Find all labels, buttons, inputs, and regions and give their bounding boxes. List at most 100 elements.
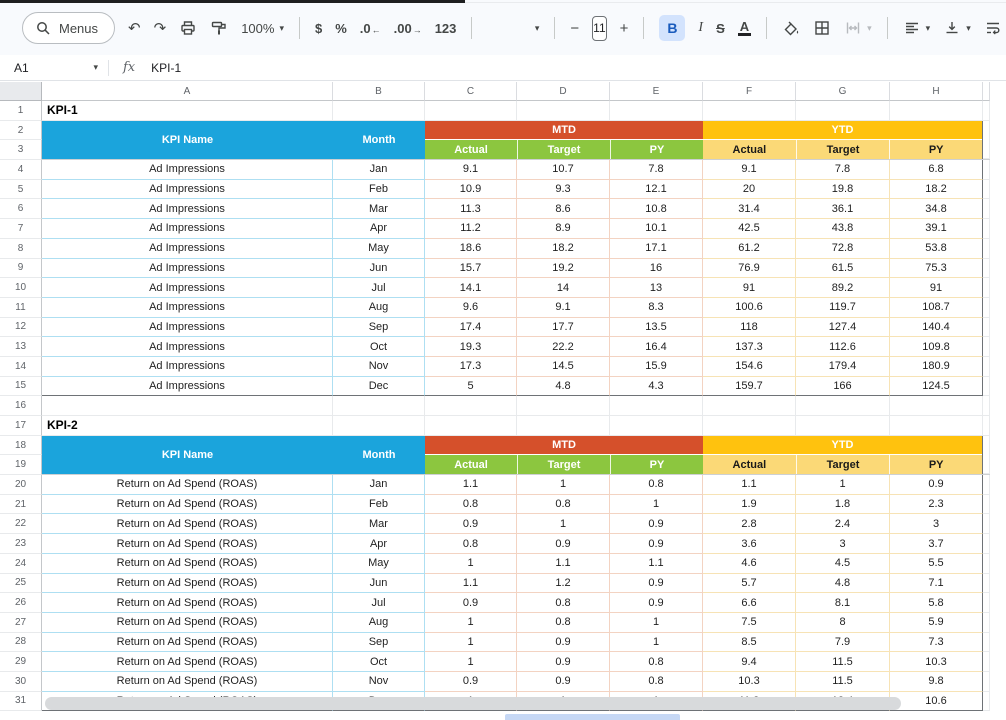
header-kpi-name-cell[interactable]: KPI Name bbox=[42, 435, 333, 475]
cell-mtd-py[interactable]: 8.3 bbox=[610, 297, 703, 318]
cell-ytd-py[interactable]: 180.9 bbox=[890, 356, 983, 377]
cell-ytd-actual[interactable]: 154.6 bbox=[703, 356, 796, 377]
cell-month[interactable]: Jul bbox=[333, 278, 425, 298]
cell-mtd-py[interactable]: 0.8 bbox=[610, 475, 703, 495]
cell-ytd-actual[interactable]: 3.6 bbox=[703, 534, 796, 554]
cell-ytd-target[interactable]: 19.8 bbox=[796, 179, 890, 200]
cell-empty[interactable] bbox=[610, 396, 703, 417]
cell-ytd-actual[interactable]: 2.8 bbox=[703, 514, 796, 535]
cell-ytd-py[interactable]: 75.3 bbox=[890, 258, 983, 279]
text-color-button[interactable]: A bbox=[737, 19, 752, 37]
column-header-C[interactable]: C bbox=[425, 82, 517, 101]
cell-mtd-py[interactable]: 0.9 bbox=[610, 573, 703, 594]
row-header-15[interactable]: 15 bbox=[0, 376, 42, 397]
cell-mtd-target[interactable]: 14 bbox=[517, 278, 610, 298]
cell-kpi-name[interactable]: Return on Ad Spend (ROAS) bbox=[42, 514, 333, 535]
cell-kpi-name[interactable]: Return on Ad Spend (ROAS) bbox=[42, 475, 333, 495]
cell-mtd-actual[interactable]: 14.1 bbox=[425, 278, 517, 298]
cell-mtd-target[interactable]: 9.3 bbox=[517, 179, 610, 200]
cell-ytd-actual[interactable]: 31.4 bbox=[703, 199, 796, 220]
column-header-B[interactable]: B bbox=[333, 82, 425, 101]
row-header-25[interactable]: 25 bbox=[0, 573, 42, 594]
cell-month[interactable]: Sep bbox=[333, 632, 425, 653]
formula-input[interactable]: KPI-1 bbox=[151, 60, 182, 75]
cell-ytd-target[interactable]: 89.2 bbox=[796, 278, 890, 298]
format-currency-button[interactable]: $ bbox=[314, 20, 323, 36]
row-header-6[interactable]: 6 bbox=[0, 199, 42, 220]
cell-ytd-py[interactable]: 3 bbox=[890, 514, 983, 535]
row-header-21[interactable]: 21 bbox=[0, 494, 42, 515]
cell-mtd-target[interactable]: 0.9 bbox=[517, 632, 610, 653]
paint-format-button[interactable] bbox=[210, 19, 228, 37]
cell-mtd-target[interactable]: 0.9 bbox=[517, 671, 610, 692]
row-header-5[interactable]: 5 bbox=[0, 179, 42, 200]
header-ytd-cell-sub-2[interactable]: PY bbox=[889, 455, 983, 475]
cell-ytd-target[interactable]: 179.4 bbox=[796, 356, 890, 377]
cell-empty[interactable] bbox=[610, 416, 703, 436]
cell-mtd-py[interactable]: 0.8 bbox=[610, 671, 703, 692]
cell-empty[interactable] bbox=[983, 238, 990, 259]
cell-kpi-name[interactable]: Return on Ad Spend (ROAS) bbox=[42, 494, 333, 515]
cell-ytd-actual[interactable]: 4.6 bbox=[703, 553, 796, 574]
header-mtd-cell-sub-0[interactable]: Actual bbox=[425, 140, 517, 160]
cell-kpi-name[interactable]: Ad Impressions bbox=[42, 238, 333, 259]
cell-empty[interactable] bbox=[42, 396, 333, 417]
cell-empty[interactable] bbox=[983, 514, 990, 535]
cell-empty[interactable] bbox=[983, 612, 990, 633]
cell-ytd-target[interactable]: 8 bbox=[796, 612, 890, 633]
cell-mtd-actual[interactable]: 1 bbox=[425, 652, 517, 672]
row-header-9[interactable]: 9 bbox=[0, 258, 42, 279]
strikethrough-button[interactable]: S bbox=[716, 20, 725, 36]
cell-mtd-target[interactable]: 19.2 bbox=[517, 258, 610, 279]
cell-month[interactable]: Feb bbox=[333, 494, 425, 515]
borders-button[interactable] bbox=[813, 19, 831, 37]
cell-kpi-name[interactable]: Ad Impressions bbox=[42, 337, 333, 357]
cell-empty[interactable] bbox=[890, 101, 983, 121]
cell-empty[interactable] bbox=[890, 396, 983, 417]
cell-month[interactable]: Jan bbox=[333, 475, 425, 495]
bold-button[interactable]: B bbox=[659, 15, 686, 41]
cell-empty[interactable] bbox=[983, 278, 990, 298]
row-header-12[interactable]: 12 bbox=[0, 317, 42, 338]
cell-mtd-py[interactable]: 0.9 bbox=[610, 514, 703, 535]
cell-mtd-py[interactable]: 4.3 bbox=[610, 376, 703, 397]
cell-ytd-actual[interactable]: 61.2 bbox=[703, 238, 796, 259]
column-header-E[interactable]: E bbox=[610, 82, 703, 101]
cell-ytd-actual[interactable]: 6.6 bbox=[703, 593, 796, 613]
cell-ytd-actual[interactable]: 9.4 bbox=[703, 652, 796, 672]
row-header-2[interactable]: 2 bbox=[0, 120, 42, 141]
cell-empty[interactable] bbox=[333, 396, 425, 417]
row-header-31[interactable]: 31 bbox=[0, 691, 42, 712]
cell-empty[interactable] bbox=[983, 691, 990, 712]
cell-empty[interactable] bbox=[796, 396, 890, 417]
cell-ytd-target[interactable]: 11.5 bbox=[796, 652, 890, 672]
cell-kpi-name[interactable]: Return on Ad Spend (ROAS) bbox=[42, 632, 333, 653]
cell-kpi-name[interactable]: Return on Ad Spend (ROAS) bbox=[42, 553, 333, 574]
cell-mtd-actual[interactable]: 1 bbox=[425, 612, 517, 633]
cell-ytd-actual[interactable]: 76.9 bbox=[703, 258, 796, 279]
cell-mtd-actual[interactable]: 19.3 bbox=[425, 337, 517, 357]
cell-mtd-actual[interactable]: 9.1 bbox=[425, 160, 517, 180]
cell-ytd-actual[interactable]: 100.6 bbox=[703, 297, 796, 318]
cell-kpi-name[interactable]: Ad Impressions bbox=[42, 356, 333, 377]
cell-ytd-target[interactable]: 4.8 bbox=[796, 573, 890, 594]
cell-ytd-target[interactable]: 127.4 bbox=[796, 317, 890, 338]
cell-mtd-py[interactable]: 15.9 bbox=[610, 356, 703, 377]
cell-empty[interactable] bbox=[983, 356, 990, 377]
header-ytd-cell-sub-1[interactable]: Target bbox=[795, 140, 890, 160]
cell-empty[interactable] bbox=[333, 416, 425, 436]
cell-mtd-target[interactable]: 9.1 bbox=[517, 297, 610, 318]
cell-mtd-target[interactable]: 18.2 bbox=[517, 238, 610, 259]
row-header-22[interactable]: 22 bbox=[0, 514, 42, 535]
cell-month[interactable]: Sep bbox=[333, 317, 425, 338]
cell-mtd-py[interactable]: 0.9 bbox=[610, 534, 703, 554]
cell-empty[interactable] bbox=[983, 573, 990, 594]
cell-ytd-actual[interactable]: 5.7 bbox=[703, 573, 796, 594]
row-header-23[interactable]: 23 bbox=[0, 534, 42, 554]
cell-month[interactable]: Nov bbox=[333, 356, 425, 377]
cell-month[interactable]: Jun bbox=[333, 258, 425, 279]
cell-empty[interactable] bbox=[983, 337, 990, 357]
cell-ytd-py[interactable]: 10.3 bbox=[890, 652, 983, 672]
cell-month[interactable]: Apr bbox=[333, 534, 425, 554]
cell-empty[interactable] bbox=[983, 435, 990, 475]
